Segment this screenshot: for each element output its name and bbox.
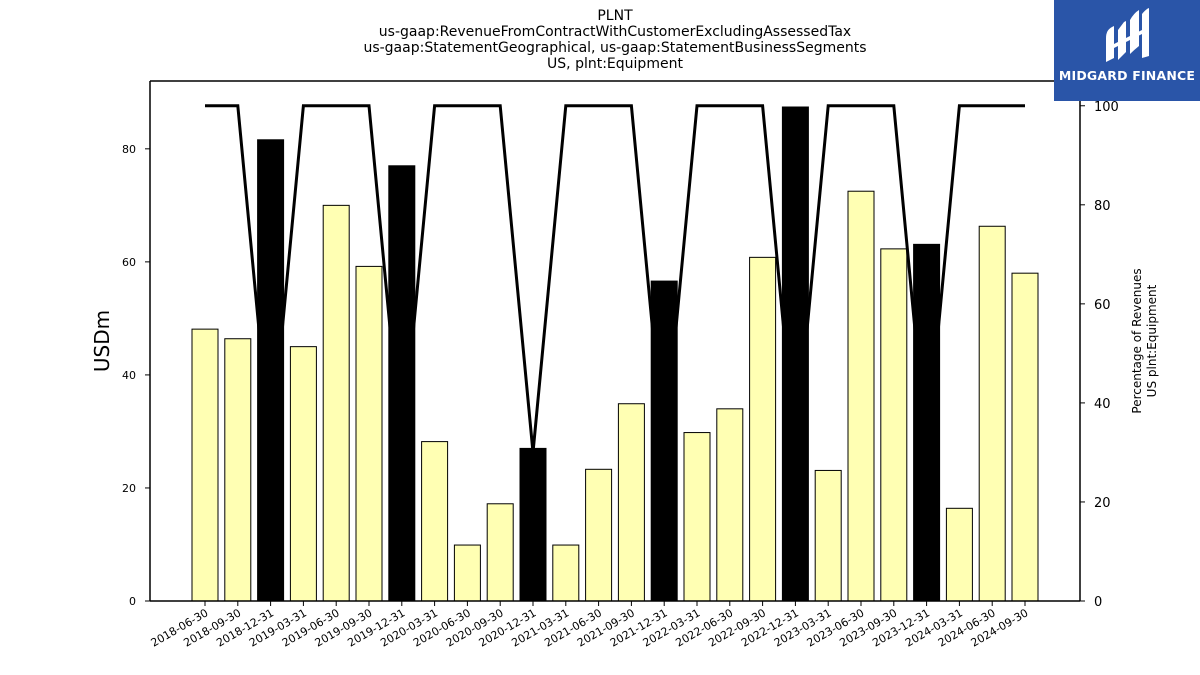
bar-2022-09-30 bbox=[749, 256, 777, 602]
bar-2018-09-30 bbox=[224, 338, 252, 602]
y2-tick-label: 0 bbox=[1094, 595, 1102, 610]
y-axis-label: USDm bbox=[90, 310, 114, 372]
chart-title-ticker: PLNT bbox=[597, 8, 633, 24]
bar-2022-03-31 bbox=[683, 432, 711, 602]
bar-2023-09-30 bbox=[880, 248, 908, 602]
percentage-series-line bbox=[205, 104, 1025, 453]
bar-2022-06-30 bbox=[716, 408, 744, 602]
bar-2018-06-30 bbox=[191, 328, 219, 602]
bar-2024-06-30 bbox=[978, 225, 1006, 602]
y2-tick-label: 20 bbox=[1094, 496, 1111, 511]
midgard-logo-icon bbox=[1106, 8, 1149, 62]
chart-title-dimensions: us-gaap:StatementGeographical, us-gaap:S… bbox=[363, 40, 867, 56]
y2-axis-label-line1: Percentage of Revenues bbox=[1130, 268, 1144, 413]
bar-2021-03-31 bbox=[552, 544, 580, 602]
bar-2021-09-30 bbox=[617, 403, 645, 602]
y2-tick-label: 60 bbox=[1094, 298, 1111, 313]
y2-tick-label: 40 bbox=[1094, 397, 1111, 412]
y-tick-label: 60 bbox=[122, 256, 136, 269]
y-tick-label: 0 bbox=[129, 595, 136, 608]
bar-2023-06-30 bbox=[847, 190, 875, 602]
bar-2019-12-31 bbox=[388, 165, 416, 602]
bar-2024-03-31 bbox=[945, 507, 973, 602]
y2-axis-label-line2: US plnt:Equipment bbox=[1145, 284, 1159, 397]
logo-text: MIDGARD FINANCE bbox=[1058, 68, 1196, 83]
chart-title-members: US, plnt:Equipment bbox=[547, 56, 683, 72]
chart-title-concept: us-gaap:RevenueFromContractWithCustomerE… bbox=[378, 24, 852, 40]
bar-2020-12-31 bbox=[519, 447, 547, 602]
bar-2021-06-30 bbox=[585, 468, 613, 602]
bar-group bbox=[191, 106, 1039, 602]
bar-2019-06-30 bbox=[322, 204, 350, 602]
bar-2020-03-31 bbox=[421, 441, 449, 602]
midgard-finance-logo: MIDGARD FINANCE bbox=[1054, 0, 1200, 101]
bar-2024-09-30 bbox=[1011, 272, 1039, 602]
y-tick-label: 80 bbox=[122, 143, 136, 156]
y-tick-label: 20 bbox=[122, 482, 136, 495]
bar-2020-06-30 bbox=[453, 544, 481, 602]
bar-2020-09-30 bbox=[486, 503, 514, 602]
bar-2023-03-31 bbox=[814, 469, 842, 602]
y-tick-label: 40 bbox=[122, 369, 136, 382]
bar-2023-12-31 bbox=[913, 243, 941, 602]
bar-2019-03-31 bbox=[289, 346, 317, 602]
bar-2019-09-30 bbox=[355, 265, 383, 602]
y2-tick-label: 80 bbox=[1094, 199, 1111, 214]
y2-tick-label: 100 bbox=[1094, 100, 1119, 115]
percentage-line-group bbox=[205, 104, 1025, 453]
